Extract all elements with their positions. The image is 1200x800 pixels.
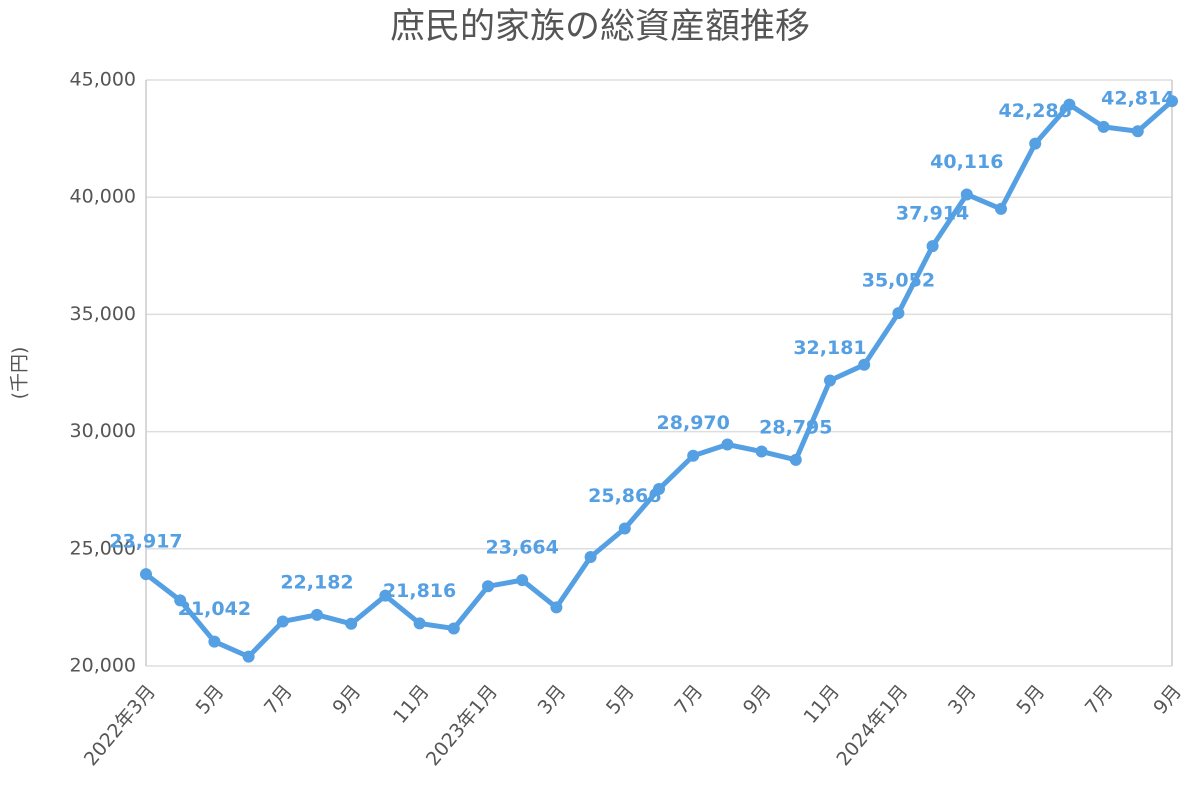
point bbox=[892, 307, 905, 320]
x-tick-label: 9月 bbox=[739, 681, 776, 719]
y-tick-label: 20,000 bbox=[70, 655, 136, 677]
x-tick-label: 7月 bbox=[670, 681, 707, 719]
point bbox=[447, 622, 460, 635]
data-label: 21,816 bbox=[383, 580, 456, 602]
point bbox=[345, 617, 358, 630]
point bbox=[550, 601, 563, 614]
point bbox=[379, 589, 392, 602]
point bbox=[242, 650, 255, 663]
x-tick-label: 5月 bbox=[1012, 681, 1049, 719]
point bbox=[174, 594, 187, 607]
point bbox=[1131, 125, 1144, 138]
point bbox=[618, 522, 631, 535]
x-tick-label: 7月 bbox=[260, 681, 297, 719]
point bbox=[1063, 98, 1076, 111]
data-label: 23,664 bbox=[486, 537, 559, 559]
point bbox=[140, 568, 152, 581]
point bbox=[516, 574, 529, 587]
point bbox=[755, 445, 768, 458]
x-tick-label: 2024年1月 bbox=[832, 681, 912, 771]
data-label: 21,042 bbox=[178, 598, 251, 620]
point bbox=[413, 617, 426, 630]
data-label: 23,917 bbox=[109, 531, 182, 553]
point bbox=[276, 615, 289, 628]
point bbox=[960, 188, 973, 201]
point bbox=[858, 358, 871, 371]
point bbox=[208, 635, 221, 648]
point bbox=[653, 483, 665, 496]
y-tick-label: 25,000 bbox=[70, 537, 136, 559]
x-tick-label: 11月 bbox=[389, 681, 434, 728]
x-tick-label: 9月 bbox=[1149, 681, 1186, 719]
data-label: 42,814 bbox=[1101, 88, 1174, 110]
data-label: 35,052 bbox=[862, 270, 935, 292]
point bbox=[311, 608, 323, 621]
y-tick-label: 45,000 bbox=[70, 69, 136, 91]
point bbox=[687, 449, 700, 462]
y-tick-label: 35,000 bbox=[70, 303, 136, 325]
x-tick-label: 5月 bbox=[192, 681, 229, 719]
point bbox=[1166, 95, 1178, 108]
y-tick-label: 30,000 bbox=[70, 420, 136, 442]
y-tick-label: 40,000 bbox=[70, 186, 136, 208]
x-tick-label: 7月 bbox=[1081, 681, 1118, 719]
point bbox=[482, 580, 494, 593]
data-label: 32,181 bbox=[793, 337, 866, 359]
data-label: 40,116 bbox=[930, 151, 1003, 173]
data-label: 42,286 bbox=[999, 100, 1072, 122]
x-tick-label: 2022年3月 bbox=[80, 681, 160, 771]
point bbox=[995, 202, 1007, 215]
data-label: 28,970 bbox=[657, 412, 730, 434]
point bbox=[721, 438, 734, 451]
point bbox=[926, 240, 939, 253]
chart-title: 庶民的家族の総資産額推移 bbox=[390, 7, 810, 47]
point bbox=[1097, 120, 1110, 133]
x-tick-label: 3月 bbox=[534, 681, 571, 719]
y-axis-label: (千円) bbox=[9, 347, 31, 400]
x-tick-label: 9月 bbox=[328, 681, 365, 719]
x-tick-label: 11月 bbox=[799, 681, 844, 728]
point bbox=[584, 551, 597, 564]
data-label: 28,795 bbox=[759, 416, 832, 438]
x-tick-label: 3月 bbox=[944, 681, 981, 719]
data-label: 25,866 bbox=[588, 485, 661, 507]
data-label: 37,914 bbox=[896, 203, 969, 225]
point bbox=[824, 374, 836, 387]
data-label: 22,182 bbox=[280, 571, 353, 593]
point bbox=[1029, 137, 1042, 150]
point bbox=[789, 453, 802, 466]
x-tick-label: 2023年1月 bbox=[422, 681, 502, 771]
x-tick-label: 5月 bbox=[602, 681, 639, 719]
